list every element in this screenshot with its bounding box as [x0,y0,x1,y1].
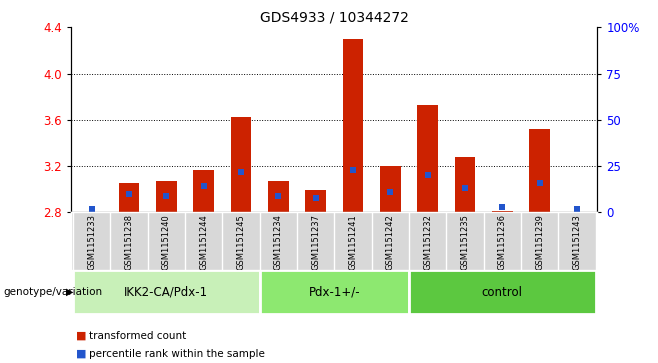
Bar [409,270,595,314]
Text: GSM1151239: GSM1151239 [535,214,544,270]
Bar [380,166,401,212]
Text: percentile rank within the sample: percentile rank within the sample [89,349,265,359]
Text: GSM1151238: GSM1151238 [124,214,134,270]
Text: GSM1151234: GSM1151234 [274,214,283,270]
Bar [529,129,550,212]
Text: GSM1151240: GSM1151240 [162,214,171,270]
Bar [305,190,326,212]
Bar [492,211,513,212]
Bar [260,270,409,314]
Text: control: control [482,286,522,299]
Bar [118,183,139,212]
Bar [455,157,475,212]
Bar [73,270,260,314]
Text: GSM1151244: GSM1151244 [199,214,208,270]
Text: GSM1151242: GSM1151242 [386,214,395,270]
Text: ▶: ▶ [66,287,74,297]
Title: GDS4933 / 10344272: GDS4933 / 10344272 [260,11,409,25]
Text: GSM1151241: GSM1151241 [349,214,357,270]
Text: GSM1151236: GSM1151236 [497,214,507,270]
Text: Pdx-1+/-: Pdx-1+/- [309,286,360,299]
Text: ■: ■ [76,349,86,359]
Text: IKK2-CA/Pdx-1: IKK2-CA/Pdx-1 [124,286,209,299]
Text: GSM1151237: GSM1151237 [311,214,320,270]
Text: GSM1151245: GSM1151245 [236,214,245,270]
Text: GSM1151235: GSM1151235 [461,214,469,270]
Bar [417,105,438,212]
Text: GSM1151243: GSM1151243 [572,214,582,270]
Text: genotype/variation: genotype/variation [3,287,103,297]
Bar [343,39,363,212]
Text: ■: ■ [76,331,86,341]
Text: GSM1151232: GSM1151232 [423,214,432,270]
Bar [268,181,288,212]
Bar [231,118,251,212]
Bar [156,181,176,212]
Text: GSM1151233: GSM1151233 [87,214,96,270]
Text: transformed count: transformed count [89,331,186,341]
Bar [193,170,214,212]
